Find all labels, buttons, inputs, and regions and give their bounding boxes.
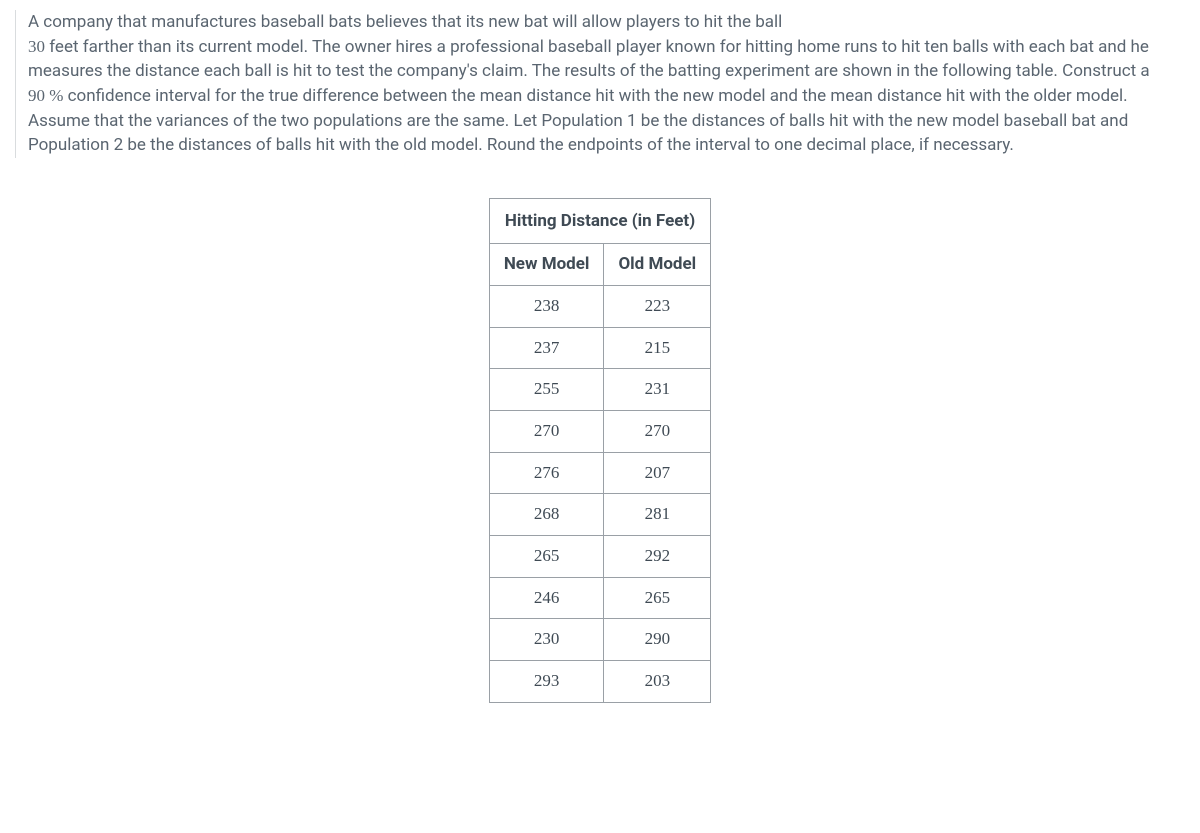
cell: 293 <box>489 660 604 702</box>
table-body: 238223 237215 255231 270270 276207 26828… <box>489 286 710 702</box>
number-30: 30 <box>28 37 45 56</box>
cell: 223 <box>604 286 711 328</box>
hitting-distance-table: Hitting Distance (in Feet) New Model Old… <box>489 198 711 703</box>
table-row: 293203 <box>489 660 710 702</box>
cell: 265 <box>489 535 604 577</box>
question-prompt: A company that manufactures baseball bat… <box>15 10 1185 158</box>
cell: 231 <box>604 369 711 411</box>
cell: 246 <box>489 577 604 619</box>
number-90pct: 90 % <box>28 86 63 105</box>
cell: 255 <box>489 369 604 411</box>
cell: 203 <box>604 660 711 702</box>
table-title: Hitting Distance (in Feet) <box>489 198 710 244</box>
cell: 237 <box>489 327 604 369</box>
prompt-text-2: feet farther than its current model. The… <box>28 37 1150 82</box>
table-row: 230290 <box>489 619 710 661</box>
table-row: 276207 <box>489 452 710 494</box>
table-row: 246265 <box>489 577 710 619</box>
table-row: 270270 <box>489 411 710 453</box>
col-header-old: Old Model <box>604 244 711 286</box>
cell: 268 <box>489 494 604 536</box>
cell: 265 <box>604 577 711 619</box>
cell: 290 <box>604 619 711 661</box>
cell: 270 <box>604 411 711 453</box>
table-row: 238223 <box>489 286 710 328</box>
cell: 270 <box>489 411 604 453</box>
table-container: Hitting Distance (in Feet) New Model Old… <box>15 198 1185 703</box>
cell: 281 <box>604 494 711 536</box>
cell: 215 <box>604 327 711 369</box>
col-header-new: New Model <box>489 244 604 286</box>
table-row: 255231 <box>489 369 710 411</box>
cell: 238 <box>489 286 604 328</box>
cell: 292 <box>604 535 711 577</box>
cell: 230 <box>489 619 604 661</box>
cell: 276 <box>489 452 604 494</box>
prompt-text-1: A company that manufactures baseball bat… <box>28 12 782 32</box>
table-row: 265292 <box>489 535 710 577</box>
table-row: 268281 <box>489 494 710 536</box>
table-row: 237215 <box>489 327 710 369</box>
prompt-text-3: confidence interval for the true differe… <box>28 86 1128 155</box>
cell: 207 <box>604 452 711 494</box>
